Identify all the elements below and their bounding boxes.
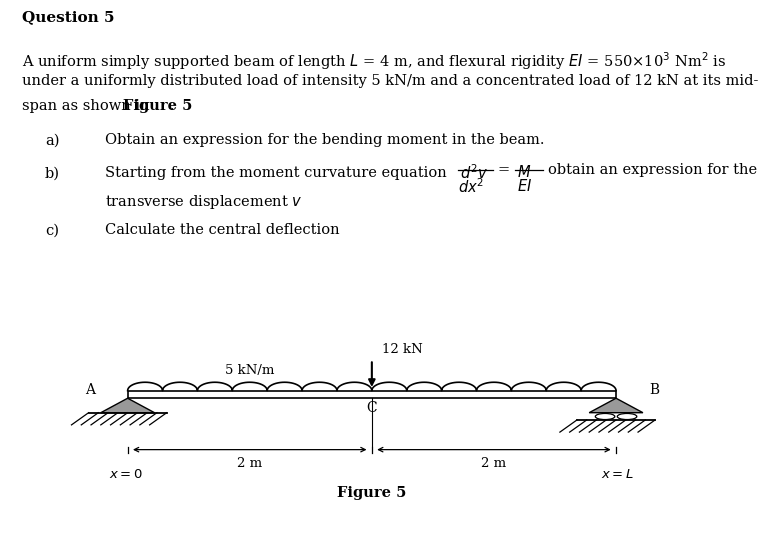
Bar <box>127 391 616 398</box>
Polygon shape <box>101 398 155 413</box>
Text: 2 m: 2 m <box>482 457 507 470</box>
Text: c): c) <box>45 223 59 237</box>
Text: A: A <box>85 384 95 398</box>
Text: Starting from the moment curvature equation: Starting from the moment curvature equat… <box>105 166 447 180</box>
Text: Figure 5: Figure 5 <box>337 486 406 500</box>
Text: 2 m: 2 m <box>237 457 263 470</box>
Text: Question 5: Question 5 <box>22 10 114 24</box>
Text: .: . <box>169 98 174 113</box>
Text: C: C <box>367 401 377 415</box>
Text: Figure 5: Figure 5 <box>123 98 192 113</box>
Text: under a uniformly distributed load of intensity 5 kN/m and a concentrated load o: under a uniformly distributed load of in… <box>22 75 758 88</box>
Text: transverse displacement $v$: transverse displacement $v$ <box>105 193 302 211</box>
Text: a): a) <box>45 133 60 147</box>
Text: 5 kN/m: 5 kN/m <box>225 364 274 377</box>
Text: $dx^2$: $dx^2$ <box>458 177 484 196</box>
Polygon shape <box>589 398 643 413</box>
Text: B: B <box>649 384 659 398</box>
Text: Obtain an expression for the bending moment in the beam.: Obtain an expression for the bending mom… <box>105 133 545 147</box>
Text: Calculate the central deflection: Calculate the central deflection <box>105 223 340 237</box>
Text: 12 kN: 12 kN <box>382 344 423 357</box>
Text: span as shown in: span as shown in <box>22 98 154 113</box>
Text: b): b) <box>45 166 60 180</box>
Text: $EI$: $EI$ <box>517 177 532 194</box>
Circle shape <box>617 413 637 420</box>
Text: $M$: $M$ <box>517 164 531 180</box>
Text: $x=L$: $x=L$ <box>601 468 634 481</box>
Text: $d^2v$: $d^2v$ <box>460 164 488 182</box>
Text: =: = <box>497 163 510 177</box>
Text: A uniform simply supported beam of length $L$ = 4 m, and flexural rigidity $EI$ : A uniform simply supported beam of lengt… <box>22 50 726 72</box>
Text: $x=0$: $x=0$ <box>110 468 143 481</box>
Text: obtain an expression for the: obtain an expression for the <box>548 163 757 177</box>
Circle shape <box>595 413 615 420</box>
